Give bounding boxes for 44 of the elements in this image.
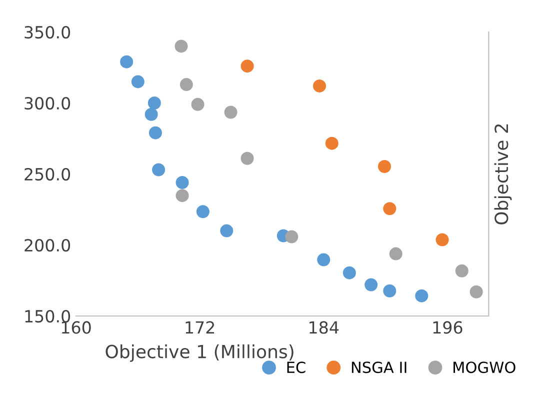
point xyxy=(364,278,378,292)
point xyxy=(470,285,483,298)
point xyxy=(176,189,189,202)
point xyxy=(383,284,396,298)
point xyxy=(389,247,402,260)
point xyxy=(191,98,204,111)
y-tick-label: 350.0 xyxy=(24,26,70,39)
x-tick-label: 184 xyxy=(310,321,339,334)
point xyxy=(317,253,330,266)
y-tick-label: 300.0 xyxy=(24,96,70,110)
y-tick-label: 200.0 xyxy=(24,238,70,252)
point xyxy=(325,136,338,150)
legend-label: NSGA II xyxy=(352,362,406,374)
x-tick-label: 172 xyxy=(186,321,214,334)
point xyxy=(383,202,396,216)
point xyxy=(220,224,234,238)
y-tick-label: 250.0 xyxy=(24,168,70,181)
point xyxy=(148,126,162,140)
point xyxy=(455,264,468,278)
legend-label: MOGWO xyxy=(454,362,516,374)
point xyxy=(196,205,210,218)
point xyxy=(176,176,189,190)
x-tick-label: 160 xyxy=(62,321,91,334)
y-tick-label: 150.0 xyxy=(25,310,70,323)
point xyxy=(240,60,254,73)
point xyxy=(180,78,193,92)
point xyxy=(224,106,238,119)
point xyxy=(378,160,392,173)
point xyxy=(144,108,158,121)
y-axis-title: Objective 2 xyxy=(494,124,512,224)
point xyxy=(415,289,428,302)
point xyxy=(148,96,161,110)
point xyxy=(342,266,356,280)
x-tick-label: 196 xyxy=(433,321,462,334)
point xyxy=(131,75,144,88)
point xyxy=(174,40,188,53)
point xyxy=(285,230,298,244)
point xyxy=(120,55,134,68)
point xyxy=(312,79,326,92)
x-axis-title: Objective 1 (Millions) xyxy=(106,344,294,362)
point xyxy=(436,233,449,246)
legend-label: EC xyxy=(287,362,306,374)
point xyxy=(152,163,166,176)
point xyxy=(240,152,254,165)
